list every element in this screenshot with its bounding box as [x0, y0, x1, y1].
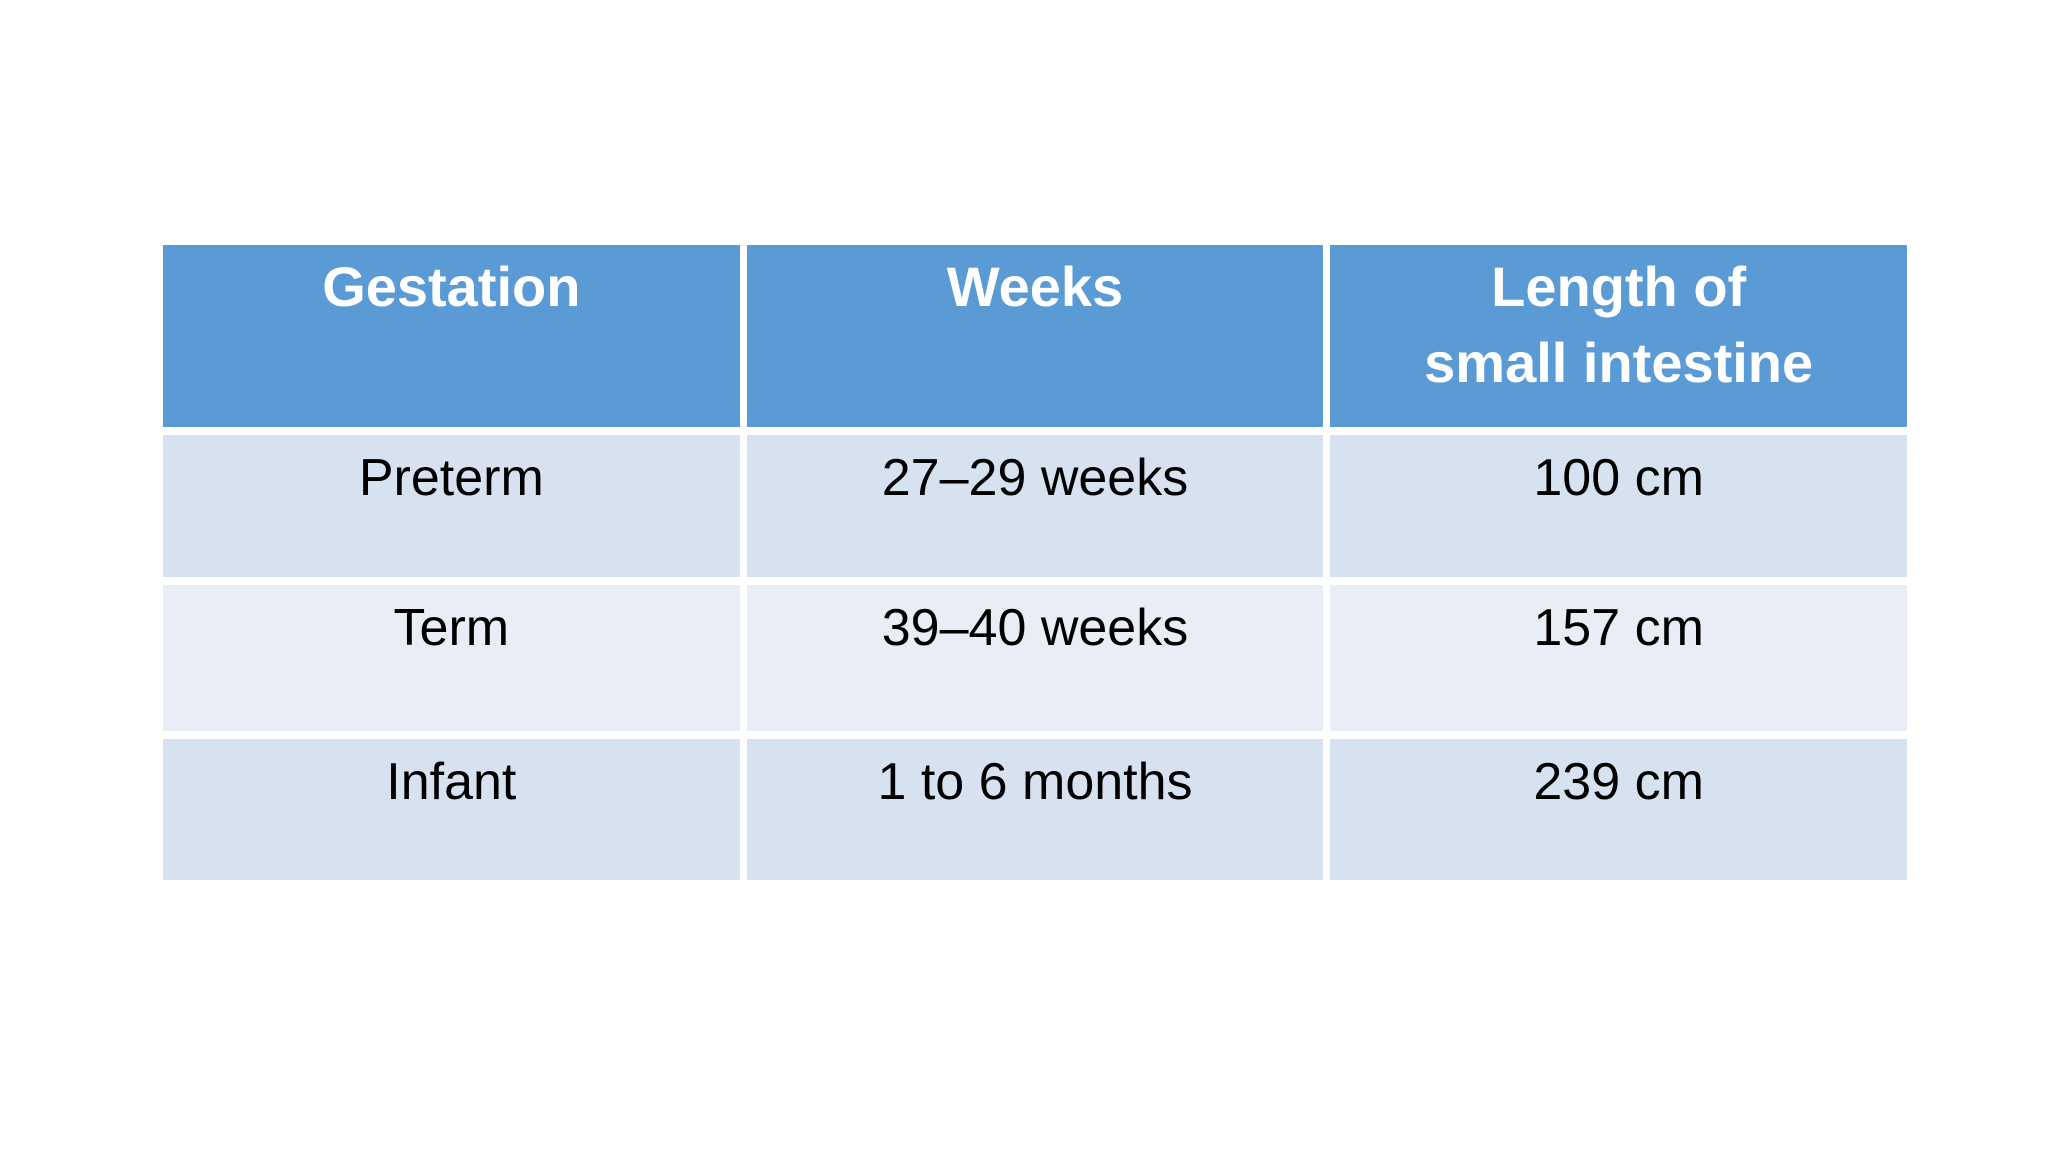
- row-term-gestation: Term: [163, 585, 740, 731]
- header-cell-gestation: Gestation: [163, 245, 740, 427]
- row-term-weeks: 39–40 weeks: [746, 585, 1324, 731]
- gestation-intestine-table: Gestation Weeks Length of small intestin…: [163, 245, 1907, 880]
- row-preterm-weeks: 27–29 weeks: [746, 435, 1324, 577]
- row-preterm-length: 100 cm: [1330, 435, 1907, 577]
- row-infant-length: 239 cm: [1330, 739, 1907, 880]
- row-term-length: 157 cm: [1330, 585, 1907, 731]
- row-infant-weeks: 1 to 6 months: [746, 739, 1324, 880]
- row-infant-gestation: Infant: [163, 739, 740, 880]
- header-cell-weeks: Weeks: [746, 245, 1324, 427]
- header-cell-length-of-small-intestine: Length of small intestine: [1330, 245, 1907, 427]
- row-preterm-gestation: Preterm: [163, 435, 740, 577]
